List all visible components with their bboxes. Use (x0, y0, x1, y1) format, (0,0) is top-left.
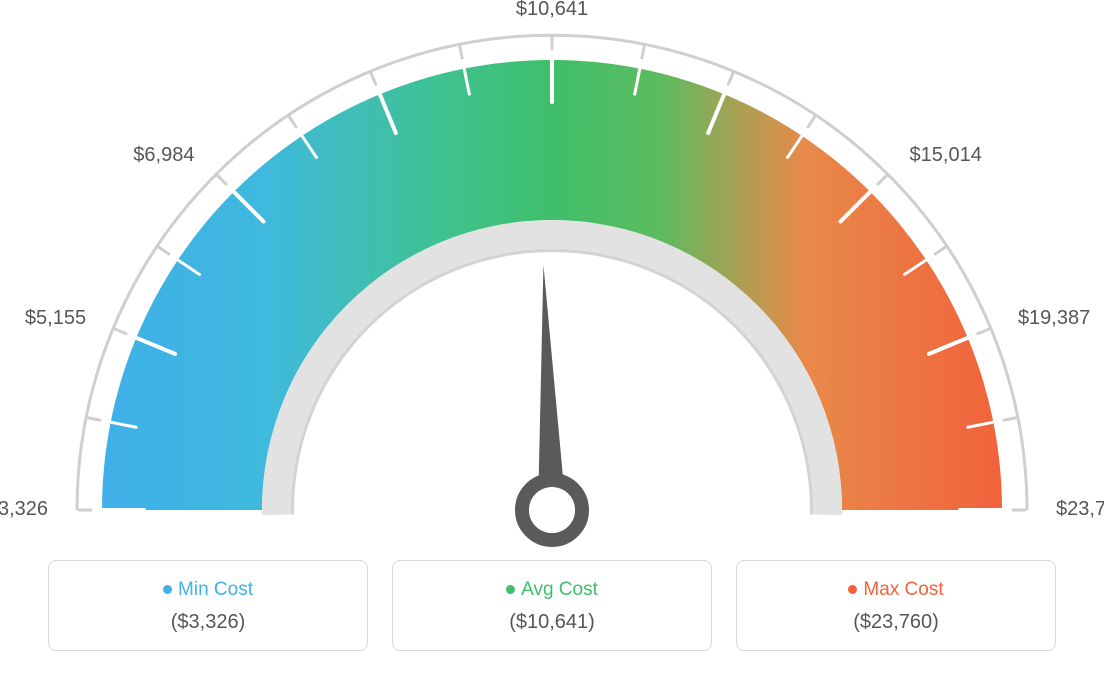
legend-dot-avg (506, 585, 515, 594)
scale-label: $19,387 (1018, 307, 1090, 330)
legend-dot-min (163, 585, 172, 594)
legend-card-avg: Avg Cost ($10,641) (392, 560, 712, 651)
gauge-chart: $3,326 $5,155 $6,984 $10,641 $15,014 $19,387 $… (0, 0, 1104, 560)
legend-title-text-min: Min Cost (178, 579, 253, 600)
scale-label: $23,760 (1056, 498, 1104, 521)
legend-title-min: Min Cost (61, 579, 355, 601)
scale-label: $3,326 (0, 498, 48, 521)
legend-row: Min Cost ($3,326) Avg Cost ($10,641) Max… (0, 560, 1104, 651)
legend-title-text-avg: Avg Cost (521, 579, 598, 600)
legend-title-avg: Avg Cost (405, 579, 699, 601)
legend-value-min: ($3,326) (61, 611, 355, 634)
scale-label: $10,641 (516, 0, 588, 21)
gauge-svg (0, 0, 1104, 560)
legend-title-text-max: Max Cost (863, 579, 943, 600)
scale-label: $15,014 (910, 144, 982, 167)
legend-card-max: Max Cost ($23,760) (736, 560, 1056, 651)
legend-value-avg: ($10,641) (405, 611, 699, 634)
legend-card-min: Min Cost ($3,326) (48, 560, 368, 651)
legend-title-max: Max Cost (749, 579, 1043, 601)
legend-value-max: ($23,760) (749, 611, 1043, 634)
scale-label: $6,984 (133, 144, 194, 167)
legend-dot-max (848, 585, 857, 594)
scale-label: $5,155 (25, 307, 86, 330)
